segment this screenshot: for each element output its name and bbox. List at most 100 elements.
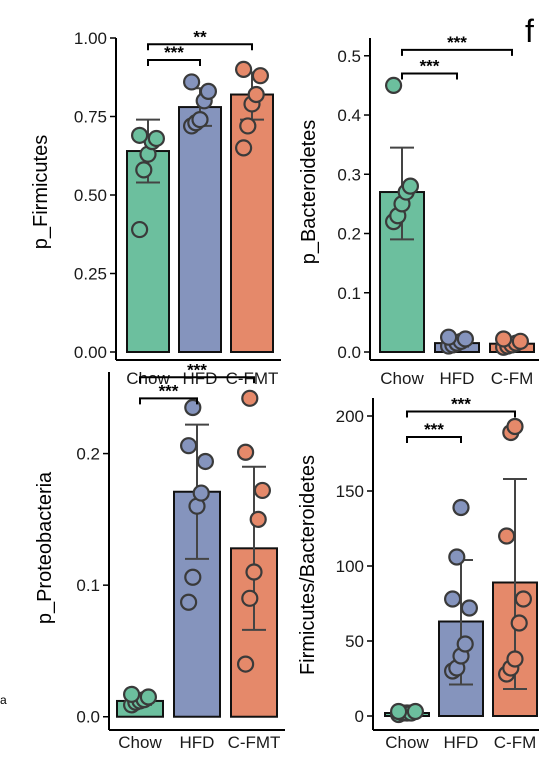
data-point [237, 655, 255, 673]
data-point [123, 685, 141, 703]
y-tick-label: 0.3 [337, 165, 361, 184]
data-point [247, 85, 265, 104]
x-category-label: Chow [118, 733, 162, 752]
data-point [183, 73, 201, 91]
significance-stars: *** [451, 395, 471, 414]
bar [126, 150, 170, 353]
data-point [135, 161, 153, 179]
data-point [390, 702, 408, 721]
proteobacteria-panel: 0.0 0.1 0.2 p_Proteobacteria Chow HFD C-FMT ***… [34, 360, 285, 752]
bar [178, 106, 222, 353]
x-category-label: C-FM [491, 369, 533, 388]
significance-bracket [139, 397, 198, 405]
x-category-label: HFD [444, 733, 479, 752]
data-point [401, 177, 419, 195]
y-tick-label: 200 [336, 407, 364, 426]
data-point [444, 590, 462, 608]
y-axis-title: p_Proteobacteria [34, 471, 56, 624]
data-point [241, 389, 259, 407]
y-tick-label: 0.0 [76, 708, 100, 727]
y-tick-label: 0.0 [337, 343, 361, 362]
data-point [235, 60, 253, 79]
data-point [180, 437, 198, 455]
significance-bracket [406, 436, 462, 443]
significance-bracket [147, 58, 201, 66]
y-tick-label: 0 [355, 707, 364, 726]
data-point [147, 129, 165, 148]
y-tick-label: 150 [336, 482, 364, 501]
data-point [184, 398, 202, 417]
data-point [139, 688, 157, 706]
data-point [235, 139, 253, 157]
data-point [406, 702, 424, 721]
significance-bracket [401, 72, 458, 80]
data-point [245, 563, 263, 581]
y-tick-label: 50 [345, 632, 364, 651]
y-tick-label: 0.75 [74, 108, 107, 127]
data-point [196, 452, 214, 471]
significance-bracket [147, 43, 253, 51]
data-point [237, 443, 255, 461]
stray-label: a [0, 693, 7, 707]
x-category-label: HFD [183, 369, 218, 388]
data-point [239, 117, 257, 135]
y-tick-label: 100 [336, 557, 364, 576]
x-category-label: Chow [126, 369, 170, 388]
data-point [506, 650, 524, 668]
data-point [131, 220, 149, 239]
data-point [241, 589, 259, 607]
y-tick-label: 0.50 [74, 186, 107, 205]
significance-stars: *** [447, 33, 467, 52]
y-tick-label: 0.1 [76, 576, 100, 595]
x-category-label: Chow [385, 733, 429, 752]
data-point [385, 76, 403, 94]
data-point [249, 510, 267, 528]
data-point [448, 548, 466, 566]
data-point [510, 614, 528, 632]
x-category-label: Chow [380, 369, 424, 388]
data-point [498, 527, 516, 545]
firmicutes-panel: 0.00 0.25 0.50 0.75 1.00 p_Firmicutes Chow HFD C… [30, 27, 281, 388]
data-point [191, 111, 209, 129]
y-tick-label: 0.1 [337, 284, 361, 303]
significance-stars: *** [159, 381, 179, 400]
bacteroidetes-panel: 0.0 0.1 0.2 0.3 0.4 0.5 p_Bacteroidetes Chow HFD… [298, 33, 539, 388]
data-point [514, 590, 533, 608]
x-category-label: C-FM [494, 733, 536, 752]
data-point [456, 635, 474, 653]
data-point [251, 67, 269, 85]
data-point [192, 484, 210, 502]
y-tick-label: 0.25 [74, 265, 107, 284]
y-tick-label: 1.00 [74, 29, 107, 48]
significance-bracket [406, 410, 516, 418]
panel-letter: f [525, 13, 534, 49]
y-tick-label: 0.2 [76, 445, 100, 464]
significance-bracket [139, 376, 255, 384]
data-point [199, 82, 217, 100]
y-tick-label: 0.5 [337, 47, 361, 66]
significance-bracket [401, 48, 513, 56]
data-point [495, 330, 513, 348]
y-axis-title: Firmicutes/Bacteroidetes [297, 455, 319, 675]
significance-stars: ** [193, 27, 207, 46]
bar [230, 93, 274, 354]
significance-stars: *** [164, 43, 184, 62]
x-category-label: C-FMT [228, 733, 281, 752]
y-tick-label: 0.4 [337, 106, 361, 125]
x-category-label: HFD [180, 733, 215, 752]
data-point [440, 328, 458, 346]
data-point [180, 593, 198, 611]
x-category-label: C-FMT [226, 369, 279, 388]
x-category-label: HFD [440, 369, 475, 388]
y-axis-title: p_Bacteroidetes [298, 120, 320, 265]
significance-stars: *** [420, 57, 440, 76]
data-point [506, 417, 524, 436]
fb-ratio-panel: 0 50 100 150 200 Firmicutes/Bacteroidetes Chow… [297, 395, 539, 752]
data-point [452, 498, 470, 517]
data-point [131, 126, 149, 144]
significance-stars: *** [424, 420, 444, 439]
data-point [460, 599, 478, 617]
y-tick-label: 0.2 [337, 225, 361, 244]
data-point [456, 330, 474, 348]
